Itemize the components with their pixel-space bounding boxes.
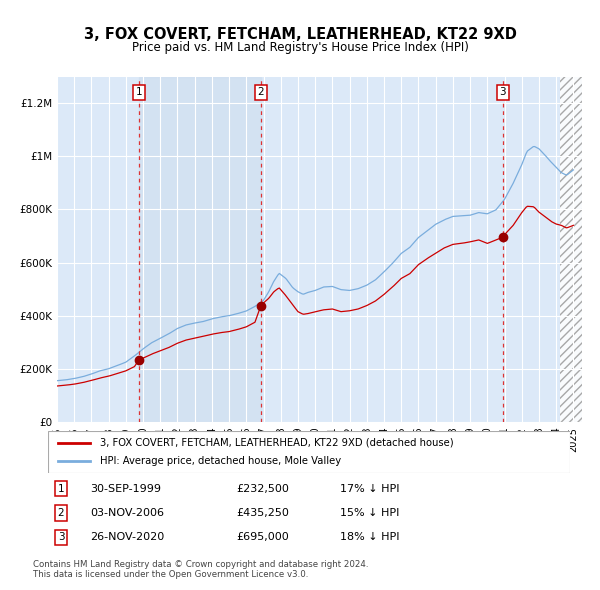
Text: £232,500: £232,500 — [236, 484, 289, 494]
Text: £435,250: £435,250 — [236, 508, 289, 518]
Text: 2: 2 — [58, 508, 64, 518]
Text: 03-NOV-2006: 03-NOV-2006 — [90, 508, 164, 518]
Text: 17% ↓ HPI: 17% ↓ HPI — [340, 484, 400, 494]
Text: 3: 3 — [500, 87, 506, 97]
Text: 1: 1 — [58, 484, 64, 494]
Text: 2: 2 — [257, 87, 264, 97]
FancyBboxPatch shape — [48, 431, 570, 473]
Text: 15% ↓ HPI: 15% ↓ HPI — [340, 508, 400, 518]
Bar — [139, 77, 260, 422]
Text: 3: 3 — [58, 532, 64, 542]
Text: Price paid vs. HM Land Registry's House Price Index (HPI): Price paid vs. HM Land Registry's House … — [131, 41, 469, 54]
Text: Contains HM Land Registry data © Crown copyright and database right 2024.: Contains HM Land Registry data © Crown c… — [33, 559, 368, 569]
Text: This data is licensed under the Open Government Licence v3.0.: This data is licensed under the Open Gov… — [33, 570, 308, 579]
Text: 18% ↓ HPI: 18% ↓ HPI — [340, 532, 400, 542]
Bar — [560, 77, 582, 422]
Text: HPI: Average price, detached house, Mole Valley: HPI: Average price, detached house, Mole… — [100, 456, 341, 466]
Text: 3, FOX COVERT, FETCHAM, LEATHERHEAD, KT22 9XD (detached house): 3, FOX COVERT, FETCHAM, LEATHERHEAD, KT2… — [100, 438, 454, 448]
Text: 26-NOV-2020: 26-NOV-2020 — [90, 532, 164, 542]
Text: 3, FOX COVERT, FETCHAM, LEATHERHEAD, KT22 9XD: 3, FOX COVERT, FETCHAM, LEATHERHEAD, KT2… — [83, 27, 517, 42]
Text: 30-SEP-1999: 30-SEP-1999 — [90, 484, 161, 494]
Text: 1: 1 — [136, 87, 142, 97]
Text: £695,000: £695,000 — [236, 532, 289, 542]
